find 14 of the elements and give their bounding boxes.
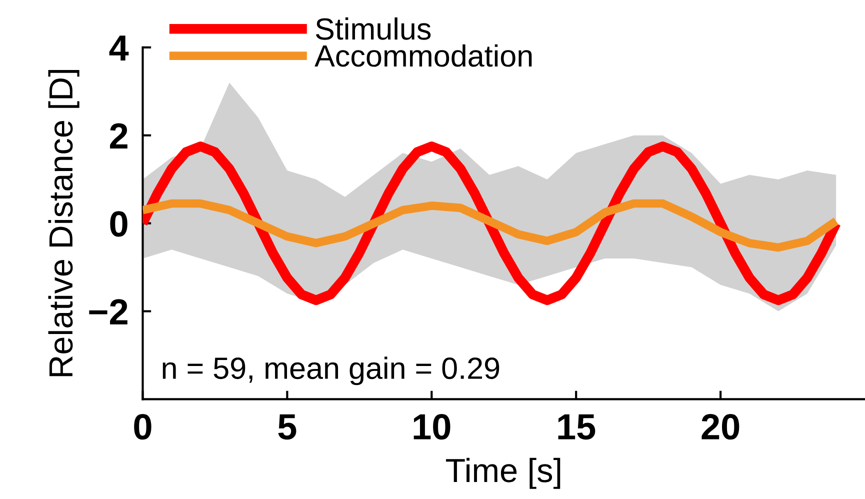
x-axis-title: Time [s] [446, 458, 560, 489]
y-tick-label: −2 [89, 299, 128, 324]
annotation: n = 59, mean gain = 0.29 [162, 356, 500, 386]
legend-label: Stimulus [316, 17, 431, 40]
x-tick-label: 0 [134, 414, 152, 440]
y-axis-title: Relative Distance [D] [48, 70, 80, 376]
y-tick-label: 0 [110, 211, 128, 237]
y-tick-label: 2 [110, 123, 128, 148]
x-tick-label: 10 [414, 414, 450, 440]
y-tick-label: 4 [109, 36, 129, 60]
legend-label: Accommodation [314, 44, 532, 67]
x-tick-label: 20 [702, 414, 740, 440]
x-tick-label: 15 [558, 414, 596, 440]
x-tick-label: 5 [278, 414, 296, 440]
